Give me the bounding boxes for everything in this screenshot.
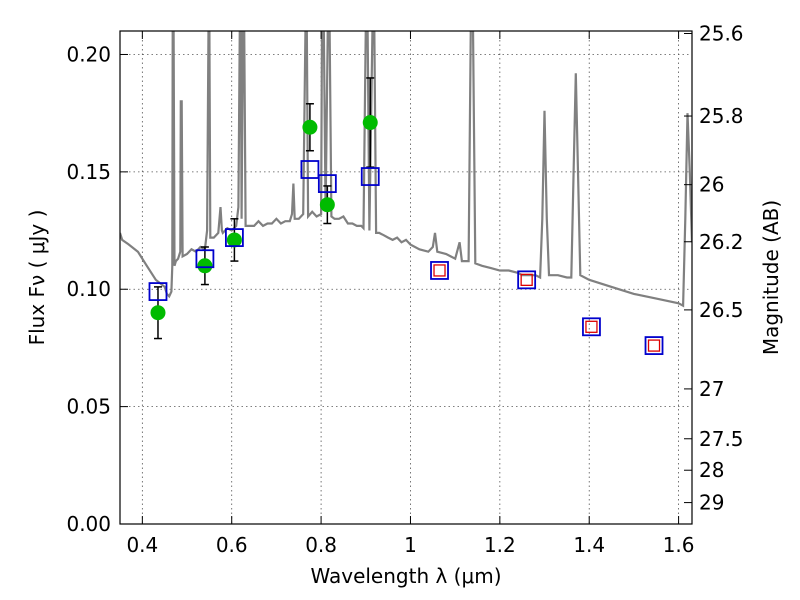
y2-tick-label: 27.5 — [699, 427, 744, 451]
observed-flux-point — [197, 258, 213, 274]
model-flux-square — [224, 228, 244, 247]
y2-tick-label: 26.5 — [699, 298, 744, 322]
predicted-flux-square — [430, 261, 449, 280]
predicted-flux-inner-square — [433, 264, 446, 277]
x-tick-label: 0.6 — [216, 533, 248, 557]
y2-tick-label: 27 — [699, 377, 724, 401]
observed-flux-point — [362, 115, 378, 131]
predicted-flux-inner-square — [585, 320, 598, 333]
model-flux-square — [195, 249, 215, 269]
photometry-markers — [148, 77, 664, 355]
x-tick-label: 1.6 — [663, 533, 695, 557]
grid-lines — [120, 31, 692, 525]
x-axis-ticks: 0.4 0.6 0.8 1 1.2 1.4 1.6 — [126, 31, 695, 557]
observed-flux-point — [319, 197, 335, 213]
y2-tick-label: 26 — [699, 173, 724, 197]
x-axis-label: Wavelength λ (μm) — [310, 564, 501, 588]
x-tick-label: 1.4 — [573, 533, 605, 557]
y-tick-label: 0.00 — [66, 512, 111, 536]
predicted-flux-inner-square — [520, 273, 533, 286]
observed-flux-point — [226, 232, 242, 248]
y2-tick-label: 25.6 — [699, 22, 744, 46]
y2-tick-label: 29 — [699, 491, 724, 515]
model-flux-square — [317, 174, 337, 193]
y-axis-label: Flux Fν ( μJy ) — [25, 210, 49, 346]
y-tick-label: 0.15 — [66, 160, 111, 184]
predicted-flux-square — [517, 270, 537, 290]
model-flux-square — [360, 167, 380, 186]
predicted-flux-inner-square — [647, 339, 661, 352]
y-tick-label: 0.20 — [66, 42, 111, 66]
x-tick-label: 0.8 — [305, 533, 337, 557]
predicted-flux-square — [644, 336, 664, 355]
x-tick-label: 0.4 — [126, 533, 158, 557]
y2-axis-label: Magnitude (AB) — [759, 200, 783, 355]
y-axis-ticks: 0.00 0.05 0.10 0.15 0.20 — [66, 42, 128, 536]
observed-flux-point — [302, 119, 318, 135]
y2-axis-ticks: 25.6 25.8 26 26.2 26.5 27 27.5 28 29 — [684, 22, 744, 515]
y-tick-label: 0.10 — [66, 277, 111, 301]
y2-tick-label: 26.2 — [699, 230, 744, 254]
observed-flux-point — [150, 305, 166, 321]
model-flux-square — [300, 160, 320, 179]
plot-frame — [119, 30, 693, 525]
x-tick-label: 1.2 — [484, 533, 516, 557]
y2-tick-label: 25.8 — [699, 104, 744, 128]
model-flux-square — [148, 282, 168, 301]
x-tick-label: 1 — [404, 533, 417, 557]
predicted-flux-square — [582, 317, 601, 337]
y-tick-label: 0.05 — [66, 395, 111, 419]
y2-tick-label: 28 — [699, 458, 724, 482]
